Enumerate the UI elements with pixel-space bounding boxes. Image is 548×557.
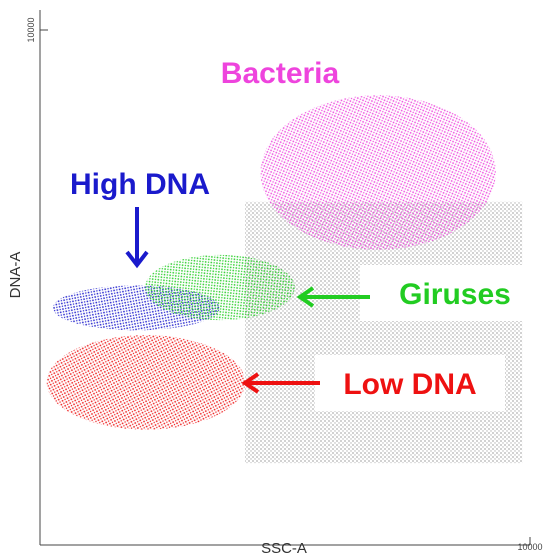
- annotation: Bacteria: [221, 57, 340, 90]
- label-box: [315, 355, 505, 411]
- x-tick-label: 10000: [517, 542, 542, 552]
- arrow: [241, 372, 320, 394]
- x-axis-title: SSC-A: [261, 540, 307, 557]
- annotation: Giruses: [399, 278, 511, 311]
- arrow: [296, 286, 370, 308]
- annotation: High DNA: [70, 168, 210, 201]
- population-cloud: [260, 95, 496, 250]
- arrow: [125, 207, 149, 269]
- label-box: [360, 265, 548, 321]
- y-tick-label: 10000: [26, 17, 36, 42]
- population-cloud: [46, 335, 246, 430]
- y-axis-title: DNA-A: [7, 252, 24, 299]
- population-cloud: [145, 254, 295, 321]
- annotation: Low DNA: [343, 368, 476, 401]
